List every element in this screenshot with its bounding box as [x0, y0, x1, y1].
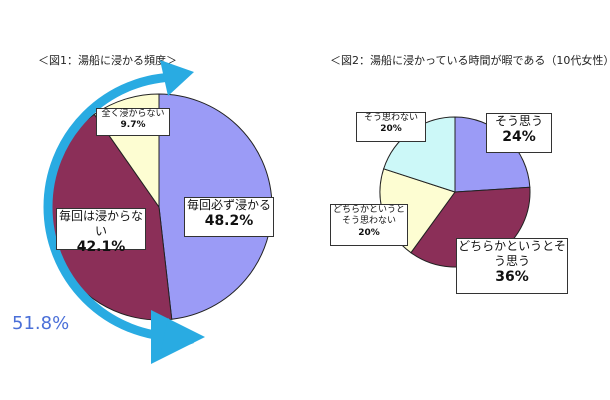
- chart2-label-2-name: どちらかというとそう思わない: [332, 205, 405, 227]
- annotation-arrow-tail: [160, 318, 194, 355]
- chart1-label-2: 全く浸からない 9.7%: [96, 108, 170, 136]
- chart1-title: ＜図1：湯船に浸かる頻度＞: [38, 54, 177, 67]
- chart1-label-2-name: 全く浸からない: [101, 109, 165, 119]
- chart2-label-2-value: 20%: [358, 227, 380, 238]
- chart1-label-1-value: 42.1%: [76, 239, 126, 255]
- chart2-label-2: どちらかというとそう思わない 20%: [330, 204, 408, 246]
- chart2-label-3: そう思わない 20%: [356, 112, 426, 142]
- annotation-arrow-head: [160, 60, 194, 96]
- chart1-label-0: 毎回必ず浸かる 48.2%: [184, 197, 274, 237]
- chart2-label-1: どちらかというとそう思う 36%: [456, 238, 568, 294]
- chart1-label-1-name: 毎回は浸からない: [58, 209, 143, 238]
- chart2-label-3-value: 20%: [380, 124, 402, 135]
- chart1-label-0-value: 48.2%: [204, 213, 254, 229]
- chart1-label-0-name: 毎回必ず浸かる: [186, 198, 271, 212]
- chart1-label-1: 毎回は浸からない 42.1%: [56, 208, 146, 255]
- chart2-label-3-name: そう思わない: [363, 113, 418, 123]
- chart2-label-0-value: 24%: [502, 129, 536, 145]
- chart1-label-2-value: 9.7%: [120, 120, 146, 131]
- annotation-arc-arrow: [43, 72, 205, 364]
- chart2-label-1-name: どちらかというとそう思う: [458, 239, 566, 268]
- chart2-label-1-value: 36%: [495, 269, 529, 285]
- chart2-label-0-name: そう思う: [494, 114, 543, 128]
- chart2-title: ＜図2：湯船に浸かっている時間が暇である（10代女性）＞: [330, 54, 610, 67]
- annotation-label: 51.8%: [12, 313, 70, 334]
- chart2-label-0: そう思う 24%: [486, 113, 552, 153]
